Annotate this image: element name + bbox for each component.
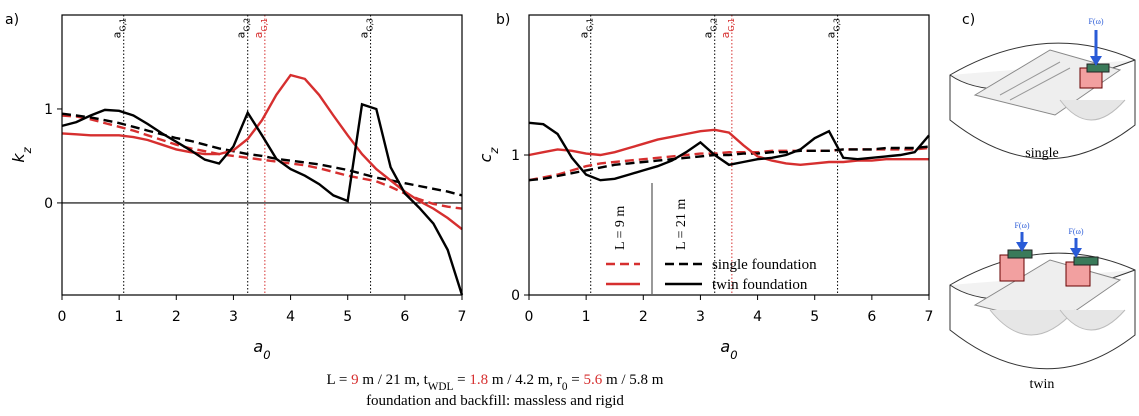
x-tick-label: 7	[925, 309, 934, 325]
series-line	[61, 73, 463, 231]
x-tick-label: 4	[286, 309, 295, 325]
reference-label-subscript: G,1	[726, 18, 735, 32]
y-axis-label: cz	[476, 147, 501, 163]
reference-label: aG,3	[358, 18, 375, 38]
reference-label-subscript: G,1	[585, 18, 594, 32]
x-axis-label-subscript: 0	[263, 348, 270, 362]
x-tick-label: 6	[400, 309, 409, 325]
series-line	[528, 128, 929, 167]
reference-label-subscript: G,2	[709, 18, 718, 32]
reference-label-symbol: a	[358, 32, 371, 39]
series-line	[61, 114, 463, 210]
force-label: F(ω)	[1014, 221, 1029, 230]
caption-segment: 5.6	[583, 372, 602, 388]
force-label: F(ω)	[1068, 227, 1083, 236]
reference-label-subscript: G,3	[365, 18, 374, 32]
x-axis-label: a0	[720, 337, 737, 362]
y-axis-label-subscript: z	[20, 146, 34, 154]
reference-label: aG,1	[111, 18, 128, 38]
x-tick-label: 5	[810, 309, 819, 325]
series-line	[528, 121, 930, 182]
series-line	[528, 145, 930, 182]
caption-line: L = 9 m / 21 m, tWDL = 1.8 m / 4.2 m, r0…	[327, 372, 664, 393]
y-axis-label-symbol: c	[476, 153, 495, 162]
series-line	[61, 102, 464, 296]
reference-label-symbol: a	[111, 32, 124, 39]
reference-label-symbol: a	[719, 32, 732, 39]
caption-line: foundation and backfill: massless and ri…	[366, 393, 624, 409]
series-line	[528, 146, 930, 182]
reference-label: aG,2	[702, 18, 719, 38]
caption-segment: WDL	[428, 381, 454, 393]
y-axis-label: kz	[9, 146, 34, 162]
reference-label-symbol: a	[825, 32, 838, 39]
caption-segment: 1.8	[469, 372, 488, 388]
y-tick-label: 0	[511, 288, 520, 304]
caption-segment: m / 4.2 m, r	[488, 372, 562, 388]
x-tick-label: 1	[115, 309, 124, 325]
caption-segment: m / 21 m, t	[359, 372, 429, 388]
reference-label: aG,1	[252, 18, 269, 38]
legend-column: L = 9 m	[613, 206, 628, 250]
x-tick-label: 6	[867, 309, 876, 325]
y-tick-label: 0	[44, 196, 53, 212]
caption-segment: L =	[327, 372, 352, 388]
legend-row: twin foundation	[712, 277, 808, 293]
x-tick-label: 1	[582, 309, 591, 325]
x-tick-label: 7	[458, 309, 467, 325]
x-axis-label-symbol: a	[253, 337, 263, 356]
reference-label-symbol: a	[578, 32, 591, 39]
y-tick-label: 1	[44, 102, 53, 118]
reference-label-subscript: G,3	[832, 18, 841, 32]
reference-label-symbol: a	[235, 32, 248, 39]
reference-label: aG,1	[578, 18, 595, 38]
x-tick-label: 4	[753, 309, 762, 325]
x-tick-label: 5	[343, 309, 352, 325]
x-tick-label: 2	[639, 309, 648, 325]
caption-segment: =	[567, 372, 583, 388]
y-tick-label: 1	[511, 148, 520, 164]
x-tick-label: 3	[229, 309, 238, 325]
reference-label-subscript: G,1	[259, 18, 268, 32]
legend: L = 9 m L = 21 m single foundation twin fou…	[606, 183, 817, 294]
x-axis-label-symbol: a	[720, 337, 730, 356]
x-axis-label: a0	[253, 337, 270, 362]
x-axis-label-subscript: 0	[730, 348, 737, 362]
x-tick-label: 3	[696, 309, 705, 325]
diagram	[949, 30, 1136, 370]
caption-segment: m / 5.8 m	[602, 372, 664, 388]
y-axis-label-symbol: k	[9, 153, 28, 163]
x-tick-label: 0	[525, 309, 534, 325]
reference-label-symbol: a	[252, 32, 265, 39]
plot-frame	[61, 14, 463, 296]
caption-segment: 0	[562, 381, 568, 393]
reference-label: aG,2	[235, 18, 252, 38]
x-tick-label: 0	[58, 309, 67, 325]
series-line	[61, 112, 463, 197]
diagram-label: twin	[1030, 377, 1055, 392]
reference-label: aG,1	[719, 18, 736, 38]
reference-label: aG,3	[825, 18, 842, 38]
panel-label: a)	[5, 12, 19, 28]
legend-column: L = 21 m	[674, 199, 689, 250]
y-axis-label-subscript: z	[487, 147, 501, 155]
diagram-label: single	[1025, 146, 1058, 161]
caption-segment: 9	[351, 372, 359, 388]
panel-label: c)	[962, 12, 975, 28]
caption-segment: =	[453, 372, 469, 388]
reference-label-subscript: G,1	[118, 18, 127, 32]
reference-label-subscript: G,2	[242, 18, 251, 32]
legend-row: single foundation	[712, 257, 817, 273]
reference-label-symbol: a	[702, 32, 715, 39]
x-tick-label: 2	[172, 309, 181, 325]
panel-label: b)	[496, 12, 510, 28]
force-label: F(ω)	[1088, 17, 1103, 26]
